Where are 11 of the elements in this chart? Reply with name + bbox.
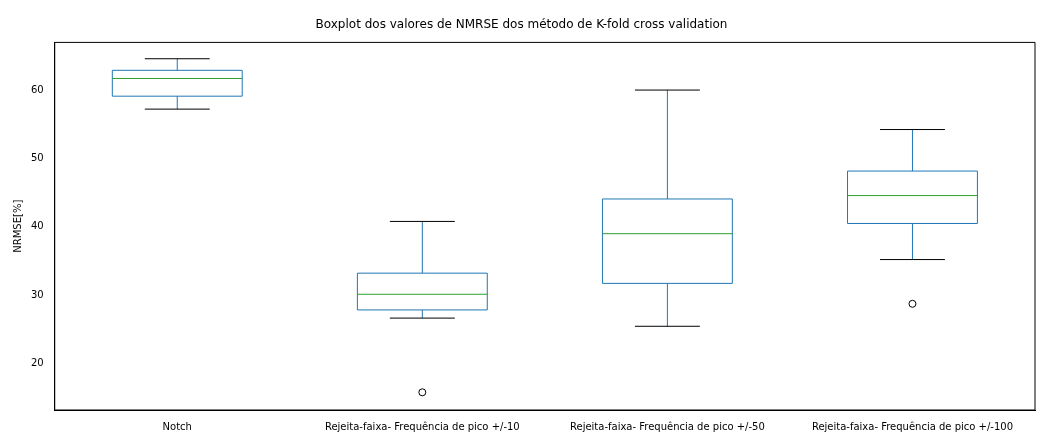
- y-axis-title: NRMSE[%]: [11, 199, 23, 253]
- y-tick-label: 60: [30, 84, 44, 96]
- x-tick-label: Notch: [162, 420, 192, 432]
- x-tick-label: Rejeita-faixa- Frequência de pico +/-10: [324, 420, 520, 432]
- y-tick-label: 30: [30, 288, 44, 300]
- chart-title: Boxplot dos valores de NMRSE dos método de K-fold cross validation: [315, 17, 728, 32]
- y-tick-label: 20: [30, 356, 44, 368]
- x-tick-label: Rejeita-faixa- Frequência de pico +/-100: [811, 420, 1014, 432]
- x-tick-label: Rejeita-faixa- Frequência de pico +/-50: [570, 420, 765, 432]
- y-tick-label: 40: [30, 220, 44, 232]
- y-tick-label: 50: [30, 152, 44, 164]
